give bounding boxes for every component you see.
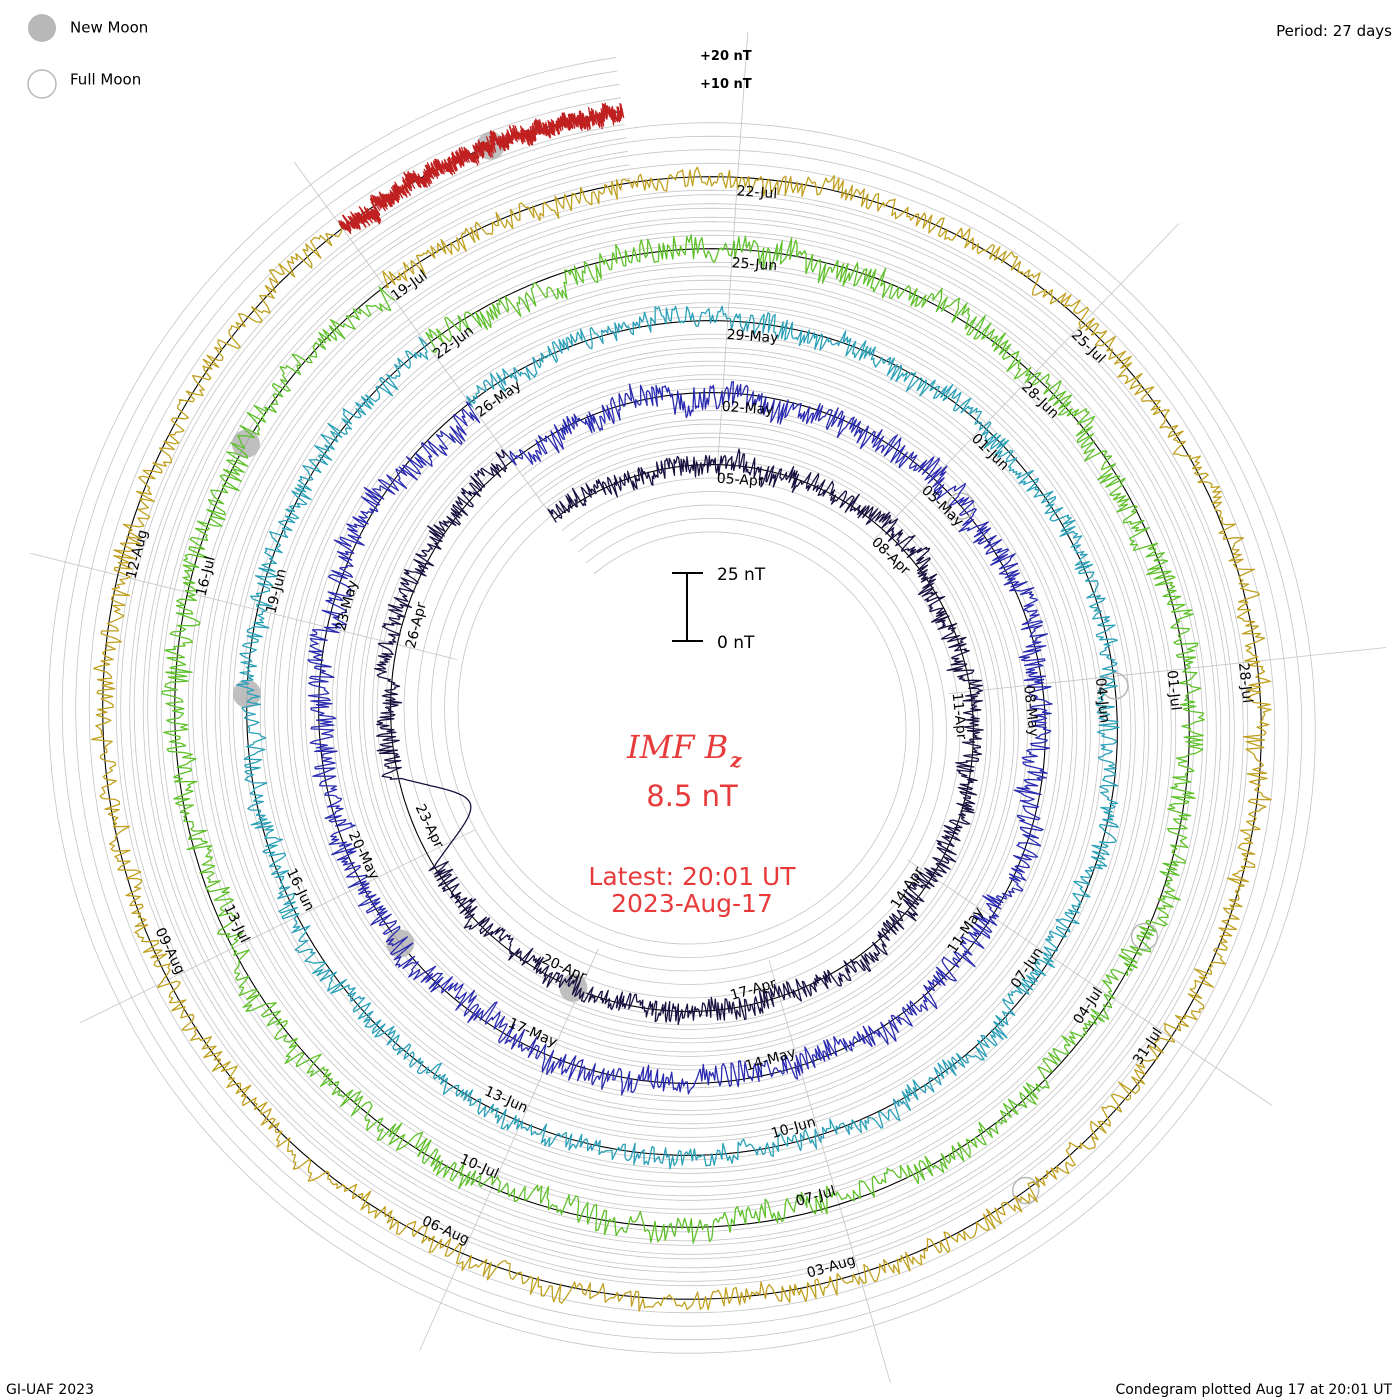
latest-date: 2023-Aug-17 [611,889,773,918]
grid-spiral [48,57,1316,1354]
chart-title-main: IMF B [626,728,728,766]
scale-bar-bottom-label: 0 nT [717,633,755,653]
full-moon-legend-icon [27,69,57,99]
date-label: 22-Jul [736,183,778,202]
current-value: 8.5 nT [646,779,738,813]
spoke-line [419,948,599,1351]
date-label: 11-Apr [949,692,970,740]
full-moon-marker [947,492,975,520]
new-moon-legend-icon [28,14,56,42]
date-label: 28-Jul [1235,662,1255,704]
full-moon-marker [1011,1176,1040,1205]
grid-spiral [61,70,1303,1341]
bz-series-rotation-1 [374,448,984,1026]
scale-bar-top-label: 25 nT [717,565,766,585]
new-moon-legend-label: New Moon [70,19,148,37]
date-label: 08-May [1020,684,1041,737]
bz-series-rotation-4 [161,234,1206,1244]
date-label: 05-Apr [716,471,764,490]
credit-label: GI-UAF 2023 [6,1382,94,1398]
period-label: Period: 27 days [1276,22,1392,40]
date-label: 01-Jul [1163,669,1183,711]
date-label: 29-May [726,327,779,347]
date-label: 04-Jun [1092,677,1113,724]
bz-series-rotation-5 [91,166,1272,1312]
grid-spiral [142,150,1222,1260]
plotted-timestamp: Condegram plotted Aug 17 at 20:01 UT [1116,1382,1393,1398]
grid-spiral [129,137,1235,1273]
grid-spiral [88,97,1276,1314]
spoke-line [79,829,476,1024]
chart-title-subscript: z [729,748,742,772]
bz-series-rotation-3 [236,305,1120,1170]
spoke-line [948,647,1387,695]
new-moon-marker [232,679,261,708]
bz-series-rotation-2 [307,380,1053,1096]
grid-spiral [156,164,1208,1246]
outer-scale-label-10: +10 nT [700,77,752,92]
full-moon-marker [1130,922,1159,951]
date-label: 25-Jun [731,255,778,274]
grid-layer [48,57,1316,1354]
bz-series-layer [91,102,1272,1312]
grid-spiral [115,124,1249,1287]
full-moon-marker [1101,672,1129,700]
grid-spiral [75,83,1289,1327]
bz-series-rotation-6 [338,102,625,235]
date-label: 02-May [721,399,774,419]
grid-spiral [169,177,1195,1233]
spoke-line [768,960,891,1384]
full-moon-legend-label: Full Moon [70,71,141,89]
spoke-line [907,859,1273,1106]
outer-scale-label-20: +20 nT [700,49,752,64]
latest-time: Latest: 20:01 UT [588,862,796,891]
legend: New Moon Full Moon [27,14,148,99]
scale-bar: 25 nT 0 nT [672,565,766,653]
spoke-line [30,553,458,660]
